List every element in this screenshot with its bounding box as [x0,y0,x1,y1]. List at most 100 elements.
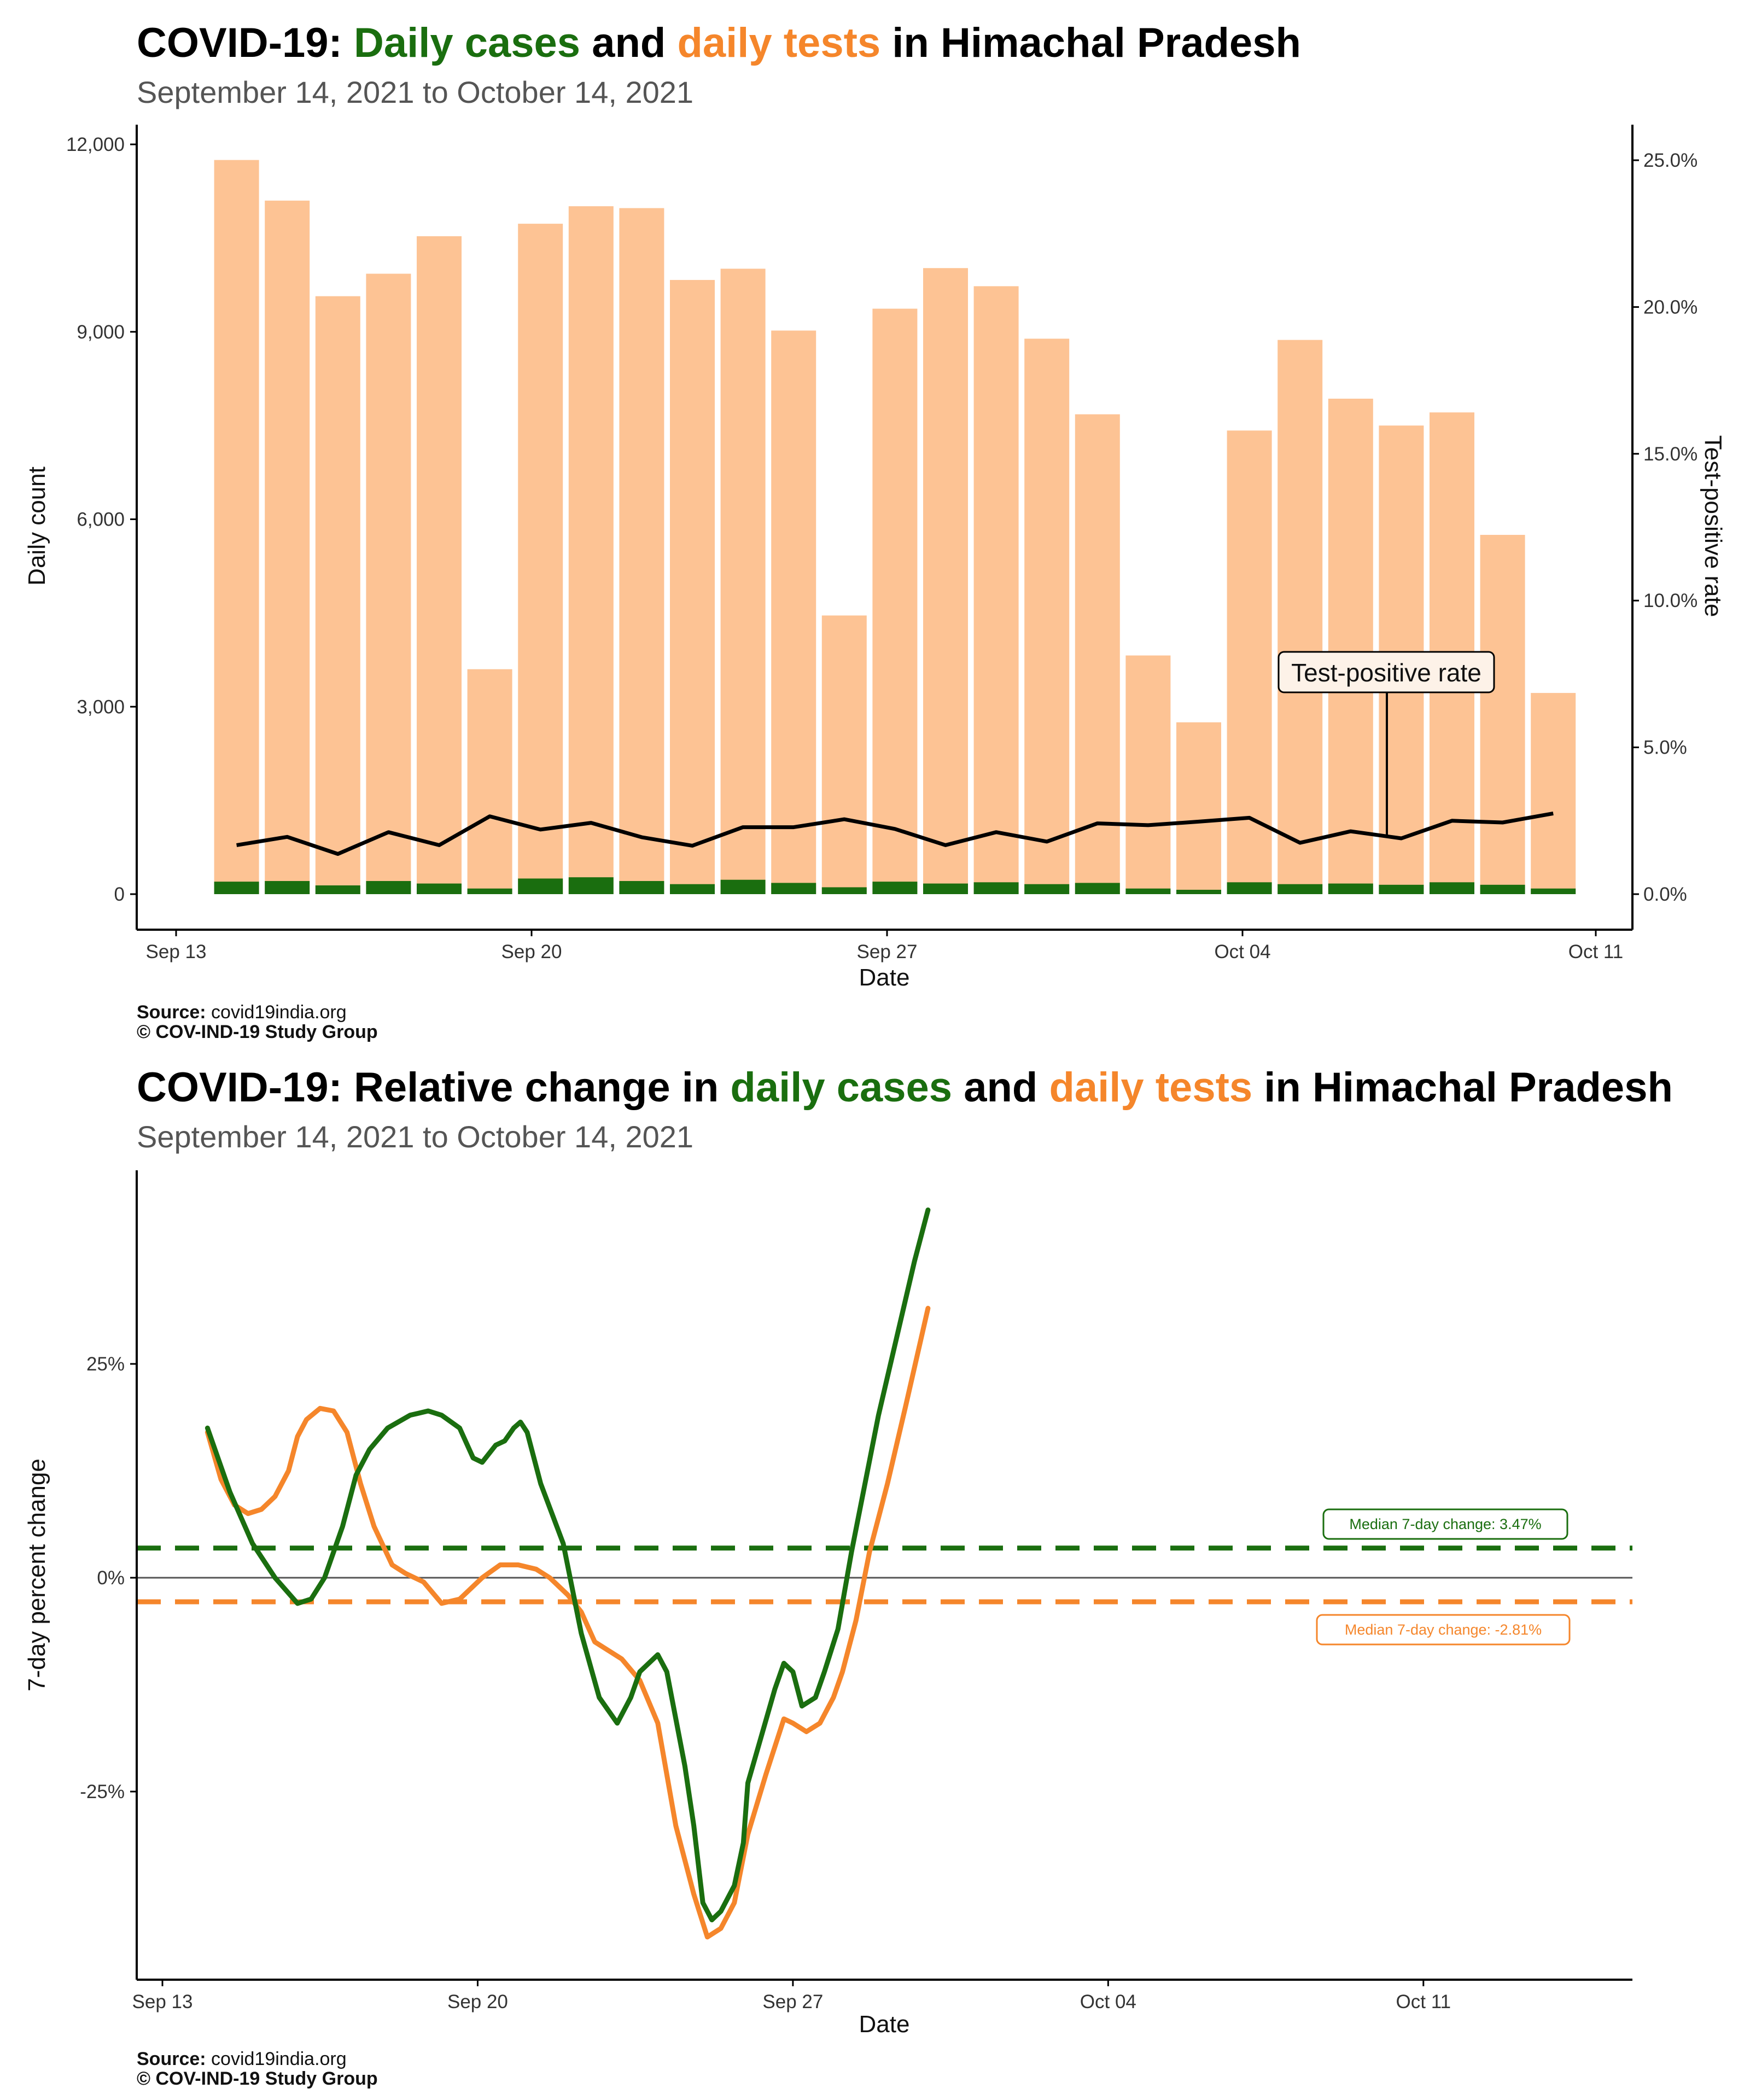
x-tick-label: Sep 13 [146,941,207,962]
cases-bar [1227,882,1272,894]
tests-bar [670,279,715,894]
bottom-y-axis-label: 7-day percent change [24,1459,50,1691]
y-tick-label: 12,000 [66,134,125,155]
top-x-ticks: Sep 13 Sep 20 Sep 27 Oct 04 Oct 11 [146,930,1624,962]
tests-bar [619,208,664,894]
tests-bar [1480,535,1525,894]
y-tick-label: 6,000 [77,509,125,530]
top-cases-bars [214,877,1576,894]
cases-bar [265,881,310,894]
tpr-annotation-label: Test-positive rate [1291,658,1481,687]
cases-bar [1531,888,1576,894]
median-tests-label: Median 7-day change: -2.81% [1345,1621,1542,1638]
tests-bar [1328,398,1373,894]
y-tick-label: 25% [86,1354,125,1375]
cases-bar [1379,884,1424,894]
tests-bar [1024,339,1070,894]
cases-bar [315,885,360,894]
tpr-line [236,811,1554,856]
tests-bar [417,236,462,894]
tests-bar [265,200,310,895]
y2-tick-label: 5.0% [1643,737,1687,759]
tests-bar [923,268,968,895]
bottom-x-axis-label: Date [859,2011,910,2038]
bottom-chart-title: COVID-19: Relative change in daily cases… [137,1064,1673,1111]
bottom-caption-credit: © COV-IND-19 Study Group [137,2068,378,2089]
cases-bar [923,883,968,894]
top-tests-bars [214,160,1576,895]
tests-bar [467,669,512,894]
top-y-left-axis-label: Daily count [24,466,50,586]
cases-bar [1480,884,1525,894]
y-tick-label: -25% [80,1781,125,1802]
tests-bar [821,615,867,894]
tests-bar [1531,693,1576,894]
median-cases-label-box [1322,1508,1568,1540]
tests-change-line [205,1305,931,1940]
bottom-x-ticks: Sep 13 Sep 20 Sep 27 Oct 04 Oct 11 [132,1980,1451,2012]
bottom-chart-subtitle: September 14, 2021 to October 14, 2021 [137,1119,693,1154]
cases-bar [467,888,512,894]
cases-bar [1075,883,1120,894]
cases-bar [1430,882,1474,894]
x-tick-label: Oct 11 [1568,941,1624,962]
x-tick-label: Sep 20 [447,1991,508,2012]
y-tick-label: 0 [114,884,125,905]
y-tick-label: 0% [97,1567,125,1589]
tests-bar [214,160,259,894]
x-tick-label: Sep 20 [501,941,562,962]
top-x-axis-label: Date [859,964,910,991]
top-chart-title: COVID-19: Daily cases and daily tests in… [137,20,1301,66]
tests-bar [1125,655,1171,894]
cases-bar [366,881,411,894]
x-tick-label: Oct 04 [1214,941,1270,962]
top-y-right-axis-label: Test-positive rate [1700,435,1726,617]
top-caption-credit: © COV-IND-19 Study Group [137,1022,378,1042]
top-caption-source: Source: covid19india.org [137,1002,347,1023]
cases-bar [872,882,918,894]
x-tick-label: Sep 27 [857,941,918,962]
cases-bar [771,883,816,894]
y2-tick-label: 20.0% [1643,296,1698,318]
median-cases-label: Median 7-day change: 3.47% [1349,1516,1541,1532]
top-y-left-ticks: 0 3,000 6,000 9,000 12,000 [66,134,137,905]
cases-bar [720,879,766,894]
cases-bar [214,882,259,894]
cases-bar [1278,884,1323,894]
cases-bar [821,887,867,894]
y2-tick-label: 15.0% [1643,444,1698,465]
x-tick-label: Oct 04 [1080,1991,1136,2012]
x-tick-label: Sep 13 [132,1991,193,2012]
cases-bar [973,882,1019,894]
y2-tick-label: 0.0% [1643,884,1687,905]
cases-bar [568,877,614,894]
cases-bar [1125,888,1171,894]
tests-bar [366,273,411,894]
cases-bar [518,878,563,894]
cases-bar [1176,890,1221,894]
tests-bar [1278,340,1323,894]
cases-bar [417,883,462,894]
cases-bar [1024,884,1070,894]
median-tests-label-box [1316,1614,1571,1646]
cases-bar [619,881,664,894]
cases-bar [1328,883,1373,894]
tests-bar [872,308,918,894]
tests-bar [973,286,1019,895]
x-tick-label: Sep 27 [762,1991,823,2012]
bottom-y-ticks: -25% 0% 25% [80,1354,137,1802]
cases-change-line [205,1208,931,1923]
y2-tick-label: 10.0% [1643,590,1698,611]
top-chart-subtitle: September 14, 2021 to October 14, 2021 [137,75,693,109]
bottom-caption-source: Source: covid19india.org [137,2049,347,2069]
tests-bar [720,269,766,894]
x-tick-label: Oct 11 [1396,1991,1451,2012]
tpr-annotation-box [1278,651,1495,693]
cases-bar [670,884,715,894]
tests-bar [1075,414,1120,894]
tests-bar [518,224,563,894]
top-y-right-ticks: 0.0% 5.0% 10.0% 15.0% 20.0% 25.0% [1632,150,1698,905]
y2-tick-label: 25.0% [1643,150,1698,171]
tests-bar [1176,722,1221,894]
